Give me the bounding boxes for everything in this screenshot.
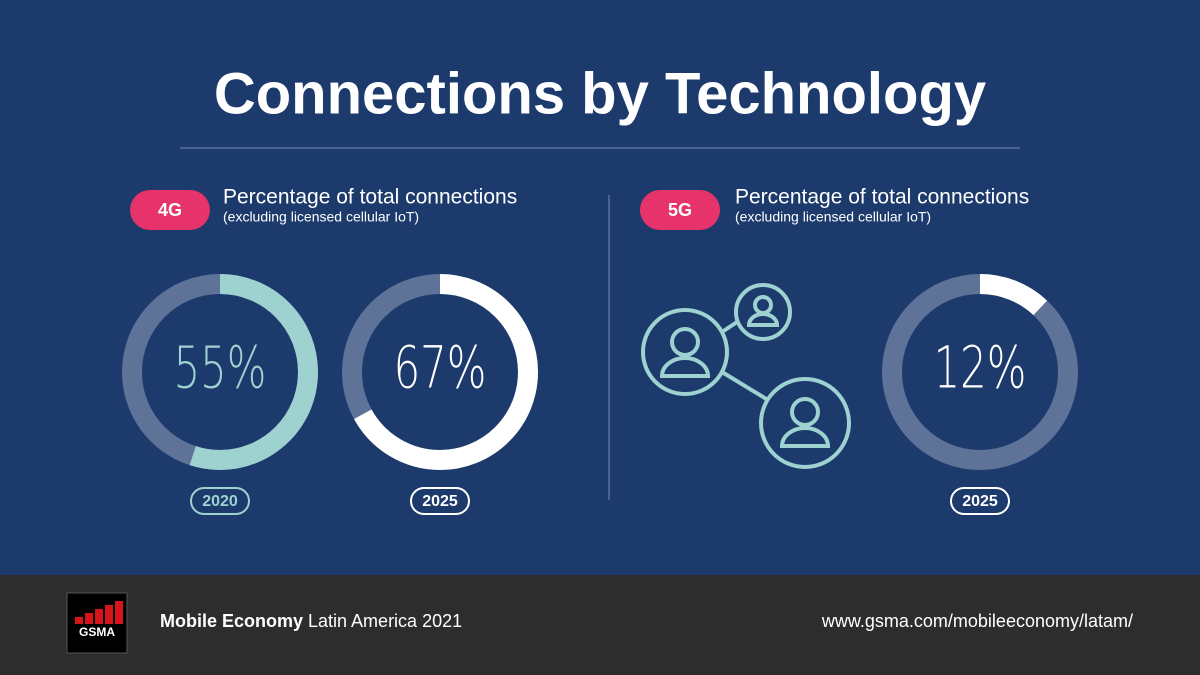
publication: Mobile Economy Latin America 2021 [160, 611, 462, 631]
badge-label: 4G [158, 200, 182, 220]
section-subheading: (excluding licensed cellular IoT) [735, 209, 931, 225]
donut-arc [122, 274, 318, 470]
year-label: 2025 [422, 493, 458, 510]
section-heading: Percentage of total connections [735, 186, 1029, 209]
url: www.gsma.com/mobileeconomy/latam/ [821, 611, 1133, 631]
badge [640, 190, 720, 230]
donut-value-label: 12% [934, 334, 1027, 402]
badge [130, 190, 210, 230]
donut-arc [882, 274, 1078, 470]
publication-rest: Latin America 2021 [308, 611, 462, 631]
logo-bars [75, 601, 123, 624]
section-subheading: (excluding licensed cellular IoT) [223, 209, 419, 225]
year-pill [190, 487, 250, 515]
donut-arc [342, 274, 538, 470]
badge-label: 5G [668, 200, 692, 220]
network-icon [641, 283, 851, 469]
logo-text: GSMA [79, 625, 115, 639]
year-label: 2025 [962, 493, 998, 510]
year-label: 2020 [202, 493, 238, 510]
publication-bold: Mobile Economy [160, 611, 303, 631]
year-pill [410, 487, 470, 515]
title: Connections by Technology [214, 61, 986, 126]
section-heading: Percentage of total connections [223, 186, 517, 209]
footer [0, 575, 1200, 675]
donut-value-label: 67% [394, 334, 487, 402]
year-pill [950, 487, 1010, 515]
donut-value-label: 55% [174, 334, 267, 402]
